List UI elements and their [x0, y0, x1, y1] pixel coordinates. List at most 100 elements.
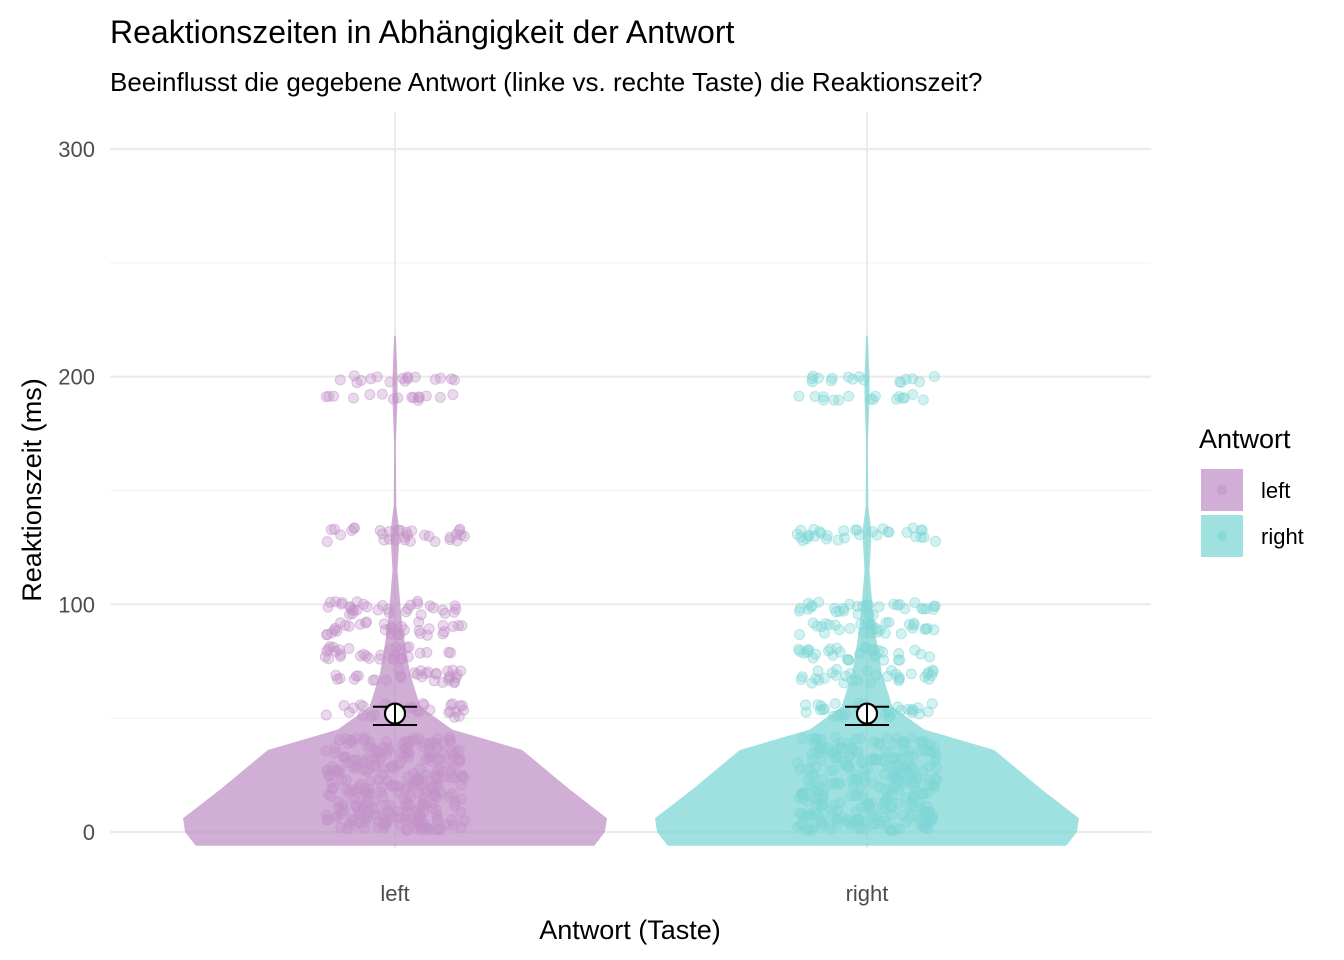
- data-point-right: [891, 732, 903, 744]
- data-point-right: [831, 663, 843, 675]
- data-point-right: [850, 733, 862, 745]
- data-point-left: [427, 802, 439, 814]
- data-point-left: [369, 674, 381, 686]
- data-point-right: [809, 807, 821, 818]
- data-point-left: [445, 699, 457, 711]
- data-point-left: [430, 667, 442, 679]
- data-point-left: [376, 388, 388, 400]
- data-point-right: [865, 677, 877, 689]
- data-point-right: [812, 665, 824, 677]
- data-point-right: [897, 809, 908, 821]
- data-point-right: [834, 777, 846, 789]
- data-point-right: [857, 791, 868, 803]
- data-point-right: [826, 747, 838, 759]
- data-point-left: [386, 808, 398, 820]
- data-point-right: [838, 525, 850, 537]
- data-point-right: [908, 801, 920, 813]
- data-point-right: [898, 739, 910, 750]
- data-point-right: [837, 711, 849, 723]
- data-point-left: [452, 620, 464, 632]
- data-point-right: [834, 797, 846, 809]
- data-point-right: [806, 376, 818, 388]
- data-point-left: [326, 783, 338, 795]
- violin-left: [183, 335, 607, 846]
- data-point-right: [867, 778, 879, 790]
- data-point-left: [437, 604, 449, 616]
- data-point-right: [923, 666, 934, 678]
- data-point-right: [829, 619, 841, 631]
- mean-markers: [373, 702, 889, 726]
- data-point-left: [320, 745, 332, 757]
- data-point-left: [392, 392, 404, 404]
- data-point-left: [320, 809, 332, 821]
- legend-items: left right: [1201, 469, 1304, 557]
- data-point-left: [399, 736, 411, 747]
- data-point-right: [931, 774, 943, 786]
- data-point-right: [873, 645, 885, 656]
- data-point-left: [423, 623, 435, 635]
- data-point-left: [437, 748, 449, 759]
- data-point-left: [320, 391, 332, 403]
- data-point-right: [849, 524, 861, 536]
- data-point-left: [414, 763, 426, 775]
- data-point-right: [867, 811, 879, 823]
- data-point-left: [348, 754, 360, 766]
- data-point-right: [886, 665, 898, 676]
- data-point-left: [412, 774, 423, 786]
- data-point-right: [908, 619, 920, 631]
- data-point-left: [347, 736, 358, 748]
- x-axis-ticks: left right: [380, 881, 888, 906]
- data-point-left: [340, 774, 352, 786]
- data-point-left: [429, 373, 441, 385]
- data-point-left: [383, 526, 395, 537]
- data-point-right: [905, 668, 917, 680]
- data-point-left: [456, 700, 468, 712]
- data-point-right: [858, 815, 870, 827]
- data-point-left: [457, 770, 469, 782]
- data-point-right: [868, 736, 880, 748]
- data-point-right: [817, 394, 829, 406]
- data-point-left: [402, 824, 413, 836]
- data-point-left: [418, 792, 429, 804]
- data-point-right: [793, 764, 805, 776]
- data-point-left: [456, 793, 468, 805]
- data-point-right: [813, 674, 825, 686]
- data-point-right: [806, 600, 818, 611]
- x-tick-label: right: [846, 881, 889, 906]
- data-point-right: [829, 698, 841, 709]
- data-point-right: [851, 600, 863, 612]
- data-point-left: [447, 389, 459, 401]
- data-point-left: [392, 524, 404, 536]
- data-point-left: [329, 622, 341, 634]
- data-point-right: [906, 731, 918, 743]
- data-point-right: [915, 648, 927, 660]
- data-point-left: [357, 700, 369, 712]
- data-point-left: [358, 734, 370, 746]
- data-point-right: [930, 535, 941, 547]
- data-point-right: [894, 654, 906, 666]
- data-point-right: [919, 623, 931, 635]
- data-point-left: [401, 526, 412, 538]
- data-point-right: [865, 618, 877, 630]
- data-point-left: [350, 670, 362, 682]
- data-point-right: [825, 375, 837, 387]
- data-point-left: [456, 620, 468, 632]
- data-point-right: [895, 766, 907, 778]
- data-point-right: [840, 670, 852, 682]
- legend-label-left: left: [1261, 478, 1290, 503]
- data-point-right: [905, 760, 917, 772]
- data-point-right: [917, 735, 929, 747]
- y-tick-label: 100: [58, 592, 95, 617]
- data-point-right: [923, 738, 935, 750]
- data-point-right: [882, 670, 894, 682]
- jitter-points: [319, 370, 943, 836]
- data-point-right: [928, 600, 940, 612]
- data-point-left: [380, 675, 392, 686]
- data-point-right: [818, 391, 829, 403]
- data-point-left: [330, 596, 342, 608]
- data-point-right: [802, 644, 814, 656]
- data-point-left: [412, 598, 423, 610]
- legend-point-right: [1217, 531, 1227, 541]
- data-point-left: [396, 621, 408, 632]
- data-point-left: [380, 799, 392, 811]
